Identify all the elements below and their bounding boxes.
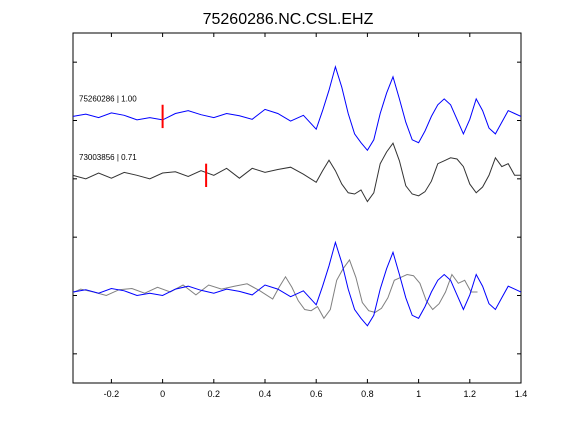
- picks-layer: [161, 104, 208, 187]
- x-tick-label-3: 0.4: [259, 389, 272, 399]
- x-tick-label-5: 0.8: [361, 389, 374, 399]
- trace-line-1: [73, 142, 521, 203]
- x-tick-label-6: 1: [416, 389, 421, 399]
- overlay-trace-blue: [73, 240, 521, 327]
- trace-label-0: 75260286 | 1.00: [79, 94, 137, 103]
- x-tick-label-4: 0.6: [310, 389, 323, 399]
- x-tick-label-2: 0.2: [208, 389, 221, 399]
- trace-line-0: [73, 65, 521, 152]
- x-tick-labels: -0.2 0 0.2 0.4 0.6 0.8 1 1.2 1.4: [104, 389, 528, 399]
- trace-label-1: 73003856 | 0.71: [79, 153, 137, 162]
- chart-title: 75260286.NC.CSL.EHZ: [203, 11, 374, 28]
- overlay-trace-gray: [73, 258, 478, 320]
- x-tick-label-0: -0.2: [104, 389, 120, 399]
- y-ticks: [73, 61, 521, 355]
- x-tick-label-1: 0: [160, 389, 165, 399]
- traces-layer: [73, 65, 521, 327]
- x-ticks: [110, 33, 522, 383]
- plot-frame: [72, 32, 522, 384]
- trace-labels: 75260286 | 1.00 73003856 | 0.71: [79, 94, 137, 162]
- x-tick-label-7: 1.2: [464, 389, 477, 399]
- x-tick-label-8: 1.4: [515, 389, 528, 399]
